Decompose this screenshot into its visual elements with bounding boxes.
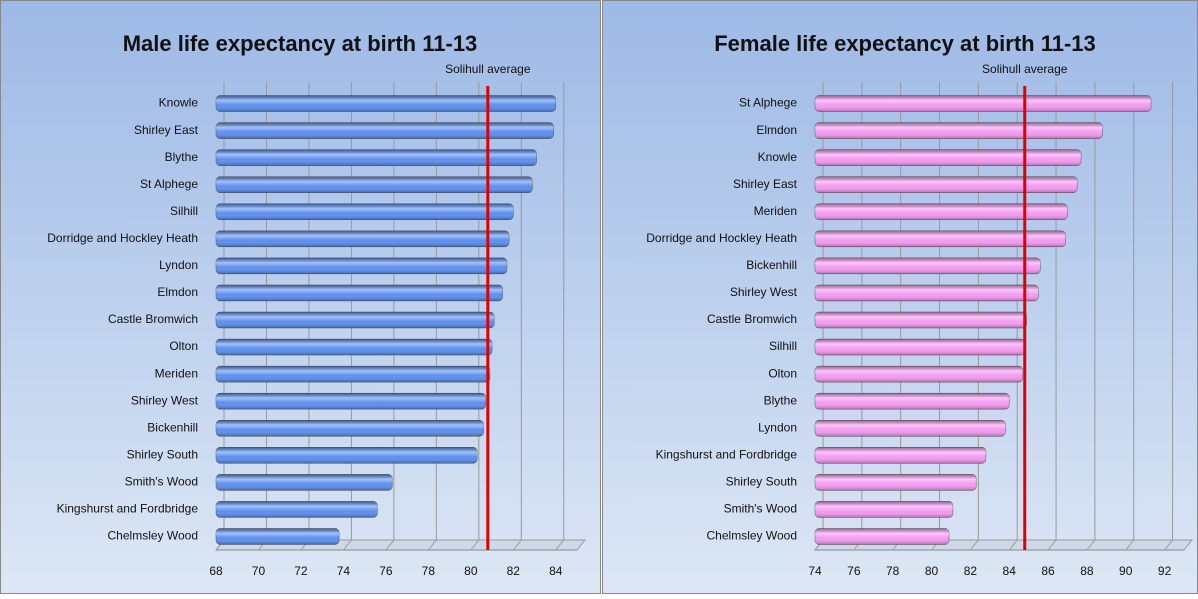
bar-shade bbox=[815, 312, 1027, 328]
y-tick-label: Shirley West bbox=[730, 285, 798, 299]
y-tick-label: Castle Bromwich bbox=[707, 312, 797, 326]
bar-shade bbox=[815, 203, 1068, 220]
y-tick-label: Lyndon bbox=[758, 420, 797, 434]
y-tick-label: Silhill bbox=[170, 204, 198, 218]
y-tick-label: Shirley South bbox=[726, 475, 797, 489]
y-tick-label: Knowle bbox=[758, 150, 798, 164]
y-tick-label: Knowle bbox=[159, 96, 199, 110]
bar-shade bbox=[815, 528, 950, 545]
bar-shade bbox=[815, 366, 1023, 383]
bar-shade bbox=[216, 257, 507, 274]
y-tick-label: Bickenhill bbox=[147, 420, 198, 434]
y-tick-label: Castle Bromwich bbox=[108, 312, 198, 326]
grid-line bbox=[1086, 82, 1096, 551]
y-tick-label: Bickenhill bbox=[746, 258, 797, 272]
y-tick-label: Blythe bbox=[764, 393, 798, 407]
bar-shade bbox=[216, 528, 340, 545]
bar-shade bbox=[216, 95, 556, 112]
x-tick-label: 70 bbox=[252, 564, 266, 578]
y-tick-label: Chelmsley Wood bbox=[707, 529, 797, 543]
bar-shade bbox=[216, 122, 554, 139]
bar-shade bbox=[815, 122, 1103, 139]
bar-shade bbox=[216, 366, 490, 383]
x-tick-label: 76 bbox=[847, 564, 861, 578]
y-tick-label: Dorridge and Hockley Heath bbox=[47, 231, 198, 245]
bar-shade bbox=[815, 501, 953, 518]
y-tick-label: Elmdon bbox=[756, 123, 797, 137]
x-tick-label: 90 bbox=[1119, 564, 1133, 578]
bar-shade bbox=[815, 420, 1006, 437]
bar-shade bbox=[216, 176, 533, 193]
bar-shade bbox=[216, 284, 503, 301]
y-tick-label: Shirley East bbox=[733, 177, 798, 191]
x-tick-label: 86 bbox=[1041, 564, 1055, 578]
y-tick-label: Smith's Wood bbox=[125, 475, 198, 489]
x-tick-label: 88 bbox=[1080, 564, 1094, 578]
y-tick-label: Meriden bbox=[155, 366, 198, 380]
x-tick-label: 84 bbox=[1003, 564, 1017, 578]
bar-shade bbox=[815, 339, 1025, 356]
x-tick-label: 92 bbox=[1158, 564, 1172, 578]
x-tick-label: 74 bbox=[337, 564, 351, 578]
chart-title: Female life expectancy at birth 11-13 bbox=[714, 31, 1096, 56]
x-tick-label: 68 bbox=[209, 564, 223, 578]
y-tick-label: Olton bbox=[768, 366, 797, 380]
y-tick-label: Shirley South bbox=[127, 447, 198, 461]
x-tick-label: 74 bbox=[808, 564, 822, 578]
bar-shade bbox=[815, 257, 1041, 274]
bar-shade bbox=[216, 447, 478, 464]
bar-shade bbox=[815, 95, 1151, 112]
y-tick-label: Smith's Wood bbox=[724, 502, 797, 516]
x-tick-label: 72 bbox=[294, 564, 308, 578]
x-tick-label: 82 bbox=[507, 564, 521, 578]
bar-shade bbox=[216, 149, 537, 166]
bar-shade bbox=[216, 312, 495, 328]
bar-shade bbox=[216, 393, 486, 410]
bar-shade bbox=[216, 501, 378, 518]
bar-shade bbox=[216, 230, 510, 247]
x-tick-label: 82 bbox=[964, 564, 978, 578]
y-tick-label: Kingshurst and Fordbridge bbox=[57, 502, 199, 516]
y-tick-label: Shirley West bbox=[131, 393, 199, 407]
y-tick-label: Lyndon bbox=[159, 258, 198, 272]
x-tick-label: 84 bbox=[549, 564, 563, 578]
y-tick-label: Blythe bbox=[165, 150, 199, 164]
bar-shade bbox=[216, 203, 514, 220]
bar-shade bbox=[815, 393, 1010, 410]
grid-line bbox=[512, 82, 522, 551]
grid-line bbox=[555, 82, 565, 551]
x-tick-label: 80 bbox=[925, 564, 939, 578]
x-tick-label: 78 bbox=[886, 564, 900, 578]
grid-line bbox=[1164, 82, 1174, 551]
y-tick-label: Chelmsley Wood bbox=[108, 529, 198, 543]
bar-shade bbox=[216, 474, 393, 491]
bar-shade bbox=[216, 339, 493, 356]
bar-shade bbox=[815, 447, 986, 464]
y-tick-label: Silhill bbox=[769, 339, 797, 353]
average-label: Solihull average bbox=[445, 62, 531, 76]
y-tick-label: St Alphege bbox=[140, 177, 198, 191]
bar-shade bbox=[815, 284, 1039, 301]
average-label: Solihull average bbox=[982, 62, 1068, 76]
bar-shade bbox=[815, 230, 1066, 247]
y-tick-label: Shirley East bbox=[134, 123, 199, 137]
chart-title: Male life expectancy at birth 11-13 bbox=[123, 31, 478, 56]
y-tick-label: Olton bbox=[169, 339, 198, 353]
x-tick-label: 78 bbox=[422, 564, 436, 578]
grid-line bbox=[1125, 82, 1135, 551]
y-tick-label: Kingshurst and Fordbridge bbox=[656, 447, 798, 461]
y-tick-label: Elmdon bbox=[157, 285, 198, 299]
bar-shade bbox=[815, 176, 1078, 193]
y-tick-label: Meriden bbox=[754, 204, 797, 218]
y-tick-label: St Alphege bbox=[739, 96, 797, 110]
bar-shade bbox=[815, 149, 1082, 166]
y-tick-label: Dorridge and Hockley Heath bbox=[646, 231, 797, 245]
x-tick-label: 80 bbox=[464, 564, 478, 578]
bar-shade bbox=[216, 420, 484, 437]
x-tick-label: 76 bbox=[379, 564, 393, 578]
bar-shade bbox=[815, 474, 977, 491]
